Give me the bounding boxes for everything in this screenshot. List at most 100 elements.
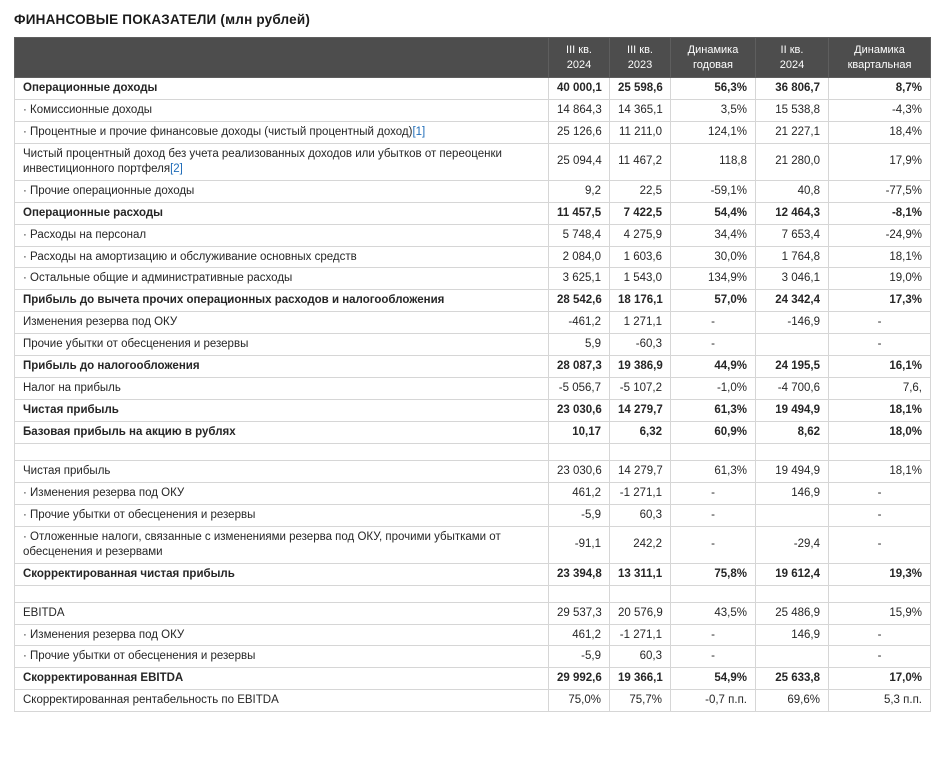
row-label: Скорректированная чистая прибыль [14, 562, 549, 586]
row-label: · Отложенные налоги, связанные с изменен… [14, 525, 549, 564]
value-cell: 14 279,7 [609, 459, 671, 483]
value-cell: 146,9 [755, 481, 829, 505]
value-cell: -59,1% [670, 179, 756, 203]
value-cell: -8,1% [828, 201, 931, 225]
value-cell: 134,9% [670, 267, 756, 291]
table-row: · Прочие убытки от обесценения и резервы… [14, 645, 931, 669]
row-label: Скорректированная EBITDA [14, 667, 549, 691]
value-cell [548, 442, 610, 461]
value-cell: - [828, 623, 931, 647]
row-label: · Процентные и прочие финансовые доходы … [14, 120, 549, 144]
value-cell: 19 366,1 [609, 667, 671, 691]
value-cell: 69,6% [755, 689, 829, 713]
value-cell: 44,9% [670, 355, 756, 379]
value-cell: 28 542,6 [548, 289, 610, 313]
row-label: · Прочие операционные доходы [14, 179, 549, 203]
row-label: Операционные расходы [14, 201, 549, 225]
footnote-link[interactable]: [2] [170, 162, 183, 175]
value-cell: 28 087,3 [548, 355, 610, 379]
value-cell: -146,9 [755, 311, 829, 335]
value-cell: 9,2 [548, 179, 610, 203]
value-cell: 75,8% [670, 562, 756, 586]
value-cell: 3 046,1 [755, 267, 829, 291]
row-label: · Расходы на персонал [14, 223, 549, 247]
table-row: Операционные расходы 11 457,5 7 422,5 54,4%… [14, 201, 931, 225]
value-cell: 19 494,9 [755, 399, 829, 422]
value-cell: 5 748,4 [548, 223, 610, 247]
value-cell: 29 537,3 [548, 601, 610, 625]
value-cell [755, 645, 829, 669]
value-cell: 75,0% [548, 689, 610, 713]
table-row: · Прочие операционные доходы 9,2 22,5 -59,1… [14, 179, 931, 203]
value-cell [670, 442, 756, 461]
value-cell: 19 612,4 [755, 562, 829, 586]
table-row: · Процентные и прочие финансовые доходы … [14, 120, 931, 144]
value-cell: -4,3% [828, 98, 931, 122]
value-cell: 16,1% [828, 355, 931, 379]
table-row: Прочие убытки от обесценения и резервы 5,… [14, 333, 931, 357]
value-cell: 61,3% [670, 459, 756, 483]
value-cell: 40 000,1 [548, 77, 610, 100]
row-label: Прибыль до налогообложения [14, 355, 549, 379]
table-row: Скорректированная рентабельность по EBIT… [14, 689, 931, 713]
value-cell: - [828, 525, 931, 564]
value-cell: 461,2 [548, 481, 610, 505]
value-cell: 7 653,4 [755, 223, 829, 247]
footnote-link[interactable]: [1] [412, 125, 426, 138]
value-cell: 12 464,3 [755, 201, 829, 225]
value-cell: 3,5% [670, 98, 756, 122]
value-cell: 1 603,6 [609, 245, 671, 269]
table-row: · Остальные общие и административные рас… [14, 267, 931, 291]
value-cell: 24 342,4 [755, 289, 829, 313]
table-row: Скорректированная EBITDA 29 992,6 19 366,1… [14, 667, 931, 691]
value-cell: 56,3% [670, 77, 756, 100]
value-cell: -461,2 [548, 311, 610, 335]
value-cell: - [670, 645, 756, 669]
value-cell: -1 271,1 [609, 623, 671, 647]
value-cell: 11 211,0 [609, 120, 671, 144]
value-cell: 21 280,0 [755, 142, 829, 181]
value-cell: 1 271,1 [609, 311, 671, 335]
table-row: Операционные доходы 40 000,1 25 598,6 56,3%… [14, 77, 931, 100]
value-cell: 23 394,8 [548, 562, 610, 586]
table-row: · Расходы на амортизацию и обслуживание … [14, 245, 931, 269]
row-label: Налог на прибыль [14, 377, 549, 401]
value-cell: 17,0% [828, 667, 931, 691]
value-cell: 30,0% [670, 245, 756, 269]
row-label: · Расходы на амортизацию и обслуживание … [14, 245, 549, 269]
value-cell: -5 056,7 [548, 377, 610, 401]
value-cell: 146,9 [755, 623, 829, 647]
value-cell: 19 494,9 [755, 459, 829, 483]
value-cell: 3 625,1 [548, 267, 610, 291]
value-cell: -5 107,2 [609, 377, 671, 401]
table-row: Базовая прибыль на акцию в рублях 10,17 6,… [14, 421, 931, 444]
value-cell: 34,4% [670, 223, 756, 247]
header-cell: Динамика годовая [670, 37, 756, 78]
value-cell: 5,9 [548, 333, 610, 357]
value-cell: - [828, 645, 931, 669]
value-cell: - [828, 481, 931, 505]
spacer-row [14, 584, 931, 603]
value-cell: -5,9 [548, 503, 610, 527]
value-cell: -24,9% [828, 223, 931, 247]
value-cell: -91,1 [548, 525, 610, 564]
value-cell [828, 584, 931, 603]
value-cell [755, 333, 829, 357]
row-label: Операционные доходы [14, 77, 549, 100]
value-cell: -77,5% [828, 179, 931, 203]
value-cell: 25 094,4 [548, 142, 610, 181]
value-cell: - [828, 333, 931, 357]
value-cell: 29 992,6 [548, 667, 610, 691]
value-cell: 54,9% [670, 667, 756, 691]
value-cell: 18,1% [828, 399, 931, 422]
value-cell: - [670, 481, 756, 505]
value-cell: 24 195,5 [755, 355, 829, 379]
value-cell [548, 584, 610, 603]
header-cell: III кв. 2024 [548, 37, 610, 78]
value-cell: - [828, 311, 931, 335]
table-row: · Отложенные налоги, связанные с изменен… [14, 525, 931, 564]
value-cell: 23 030,6 [548, 399, 610, 422]
value-cell [828, 442, 931, 461]
row-label: Базовая прибыль на акцию в рублях [14, 421, 549, 444]
